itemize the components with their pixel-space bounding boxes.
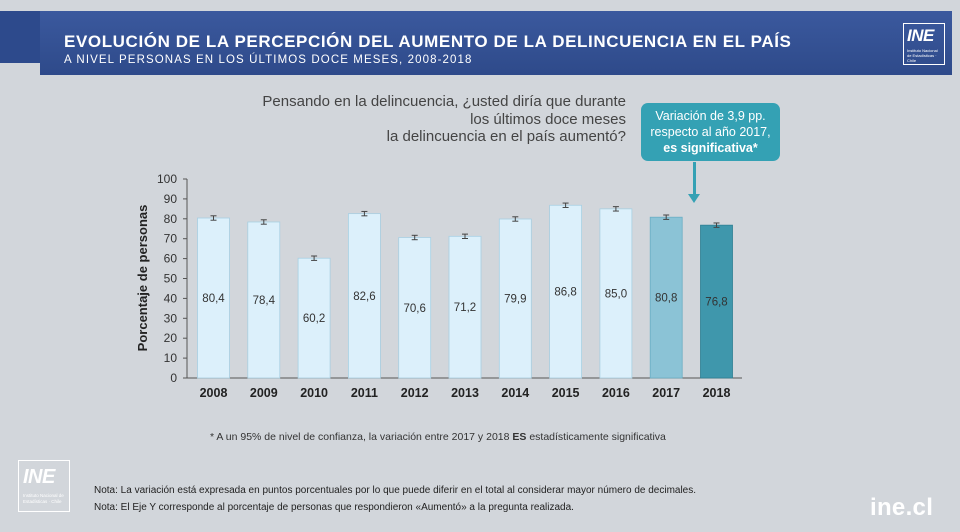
- x-tick-label: 2011: [351, 386, 378, 400]
- x-tick-label: 2013: [451, 386, 479, 400]
- header-band: EVOLUCIÓN DE LA PERCEPCIÓN DEL AUMENTO D…: [40, 11, 952, 75]
- y-tick-label: 100: [157, 172, 177, 186]
- callout-line-3: es significativa*: [663, 141, 758, 155]
- x-tick-label: 2015: [552, 386, 580, 400]
- y-tick-label: 60: [164, 252, 178, 266]
- x-tick-label: 2008: [200, 386, 228, 400]
- ine-logo-bottom-caption: Instituto Nacional de Estadísticas · Chi…: [23, 493, 64, 504]
- callout-arrow-shaft: [693, 162, 696, 196]
- y-tick-label: 0: [170, 371, 177, 385]
- bar-value-label: 70,6: [404, 303, 426, 315]
- bar: [498, 218, 532, 379]
- y-tick-label: 40: [164, 291, 178, 305]
- callout-line-1: Variación de 3,9 pp.: [655, 109, 766, 123]
- x-tick-label: 2014: [501, 386, 529, 400]
- bar: [347, 213, 381, 379]
- bar: [549, 204, 582, 379]
- significance-footnote: * A un 95% de nivel de confianza, la var…: [210, 431, 750, 443]
- x-tick-label: 2017: [652, 386, 680, 400]
- bar-value-label: 80,4: [202, 293, 225, 305]
- site-url: ine.cl: [870, 494, 934, 521]
- ine-logo-mark: INE: [907, 26, 934, 45]
- footnote-suffix: estadísticamente significativa: [529, 431, 666, 443]
- footnote-prefix: * A un 95% de nivel de confianza, la var…: [210, 431, 510, 443]
- callout-arrow-icon: [688, 194, 700, 203]
- bar: [398, 237, 432, 379]
- x-tick-label: 2010: [300, 386, 328, 400]
- ine-logo: INE Instituto Nacional de Estadísticas ·…: [903, 23, 945, 65]
- question-line-1: Pensando en la delincuencia, ¿usted dirí…: [262, 93, 626, 110]
- bar-value-label: 78,4: [253, 295, 276, 307]
- bar-value-label: 85,0: [605, 288, 627, 300]
- ine-logo-bottom: INE Instituto Nacional de Estadísticas ·…: [18, 460, 70, 512]
- bar: [649, 216, 683, 379]
- page-title: EVOLUCIÓN DE LA PERCEPCIÓN DEL AUMENTO D…: [64, 32, 792, 51]
- question-line-2: los últimos doce meses: [470, 110, 626, 128]
- page-subtitle: A NIVEL PERSONAS EN LOS ÚLTIMOS DOCE MES…: [64, 54, 473, 66]
- bar: [197, 217, 230, 379]
- x-tick-label: 2012: [401, 386, 429, 400]
- note-1: Nota: La variación está expresada en pun…: [94, 485, 697, 496]
- y-tick-label: 30: [164, 311, 178, 325]
- variation-callout: Variación de 3,9 pp. respecto al año 201…: [641, 103, 780, 161]
- y-tick-label: 50: [164, 272, 178, 286]
- y-tick-label: 70: [164, 232, 178, 246]
- question-line-3: la delincuencia en el país aumentó?: [386, 128, 626, 145]
- x-tick-label: 2009: [250, 386, 278, 400]
- ine-logo-caption: Instituto Nacional de Estadísticas · Chi…: [907, 48, 938, 63]
- bar-value-label: 86,8: [554, 287, 576, 299]
- bar: [700, 224, 733, 379]
- y-tick-label: 80: [164, 212, 178, 226]
- callout-line-2: respecto al año 2017,: [650, 125, 771, 139]
- ine-logo-bottom-mark: INE: [23, 466, 55, 488]
- y-tick-label: 10: [164, 351, 178, 365]
- bar-value-label: 80,8: [655, 293, 677, 305]
- bar-value-label: 79,9: [504, 293, 526, 305]
- survey-question: Pensando en la delincuencia, ¿usted dirí…: [200, 93, 626, 146]
- y-axis-title: Porcentaje de personas: [135, 205, 150, 352]
- x-tick-label: 2016: [602, 386, 630, 400]
- y-tick-label: 90: [164, 192, 178, 206]
- bar-value-label: 76,8: [705, 297, 727, 309]
- bar: [448, 235, 482, 379]
- bar-value-label: 60,2: [303, 313, 325, 325]
- footnote-bold: ES: [512, 431, 527, 443]
- bar: [247, 221, 281, 379]
- bar: [297, 257, 331, 379]
- header-accent-bar: [0, 11, 42, 63]
- y-tick-label: 20: [164, 331, 178, 345]
- note-2: Nota: El Eje Y corresponde al porcentaje…: [94, 502, 574, 513]
- bar-value-label: 82,6: [353, 291, 375, 303]
- bar-value-label: 71,2: [454, 302, 476, 314]
- bar: [599, 208, 633, 379]
- x-tick-label: 2018: [703, 386, 731, 400]
